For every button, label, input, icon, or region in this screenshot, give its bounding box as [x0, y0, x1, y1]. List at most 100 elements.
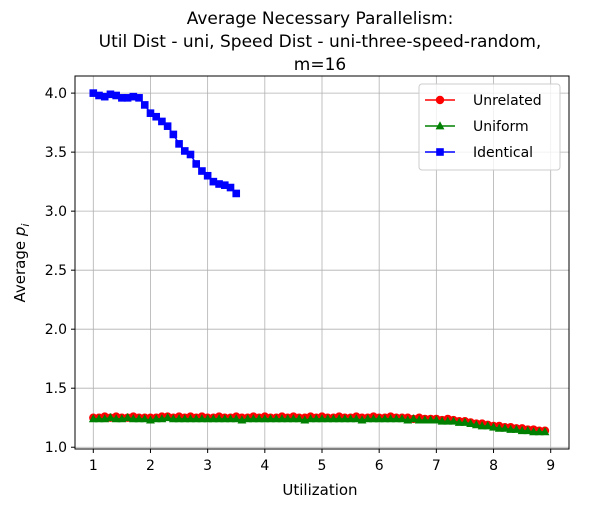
legend-label-unrelated: Unrelated — [473, 93, 542, 109]
data-point-uniform — [197, 414, 207, 423]
data-point-identical — [169, 130, 178, 139]
data-point-uniform — [329, 414, 338, 423]
data-point-uniform — [174, 414, 184, 423]
data-point-uniform — [134, 414, 144, 423]
series-unrelated — [89, 412, 550, 435]
data-point-uniform — [483, 421, 493, 430]
x-tick-label: 9 — [546, 458, 555, 474]
data-point-identical — [203, 171, 212, 180]
data-point-identical — [106, 90, 115, 99]
data-point-uniform — [168, 414, 178, 423]
data-point-uniform — [517, 425, 527, 435]
data-point-uniform — [511, 424, 521, 433]
data-point-uniform — [128, 414, 138, 423]
data-point-identical — [209, 177, 218, 186]
data-point-uniform — [214, 414, 224, 423]
legend-marker-unrelated — [435, 95, 445, 105]
data-point-uniform — [208, 414, 218, 423]
data-point-identical — [232, 189, 241, 198]
data-point-uniform — [380, 414, 390, 423]
y-tick-label: 3.5 — [45, 145, 67, 161]
data-point-uniform — [180, 414, 190, 423]
data-point-uniform — [426, 415, 436, 424]
grid-lines — [75, 76, 569, 449]
data-point-identical — [129, 92, 138, 101]
data-point-uniform — [500, 423, 510, 432]
y-axis-label-text: Average — [11, 236, 29, 302]
chart-title-line-2: Util Dist - uni, Speed Dist - uni-three-… — [99, 32, 542, 52]
x-tick-label: 7 — [432, 458, 441, 474]
data-point-uniform — [489, 422, 498, 431]
data-point-uniform — [266, 414, 275, 423]
data-point-uniform — [334, 414, 344, 423]
y-tick-label: 3.0 — [45, 204, 67, 220]
data-point-uniform — [106, 412, 115, 422]
legend-marker-uniform — [435, 121, 445, 130]
data-point-uniform — [94, 414, 104, 423]
legend: Unrelated Uniform Identical — [418, 83, 561, 171]
x-axis-label: Utilization — [282, 481, 357, 499]
data-point-identical — [140, 101, 149, 109]
data-point-identical — [192, 160, 201, 168]
x-tick-label: 3 — [203, 458, 212, 474]
data-point-identical — [89, 89, 98, 97]
data-point-uniform — [243, 414, 253, 423]
series-identical — [89, 89, 241, 198]
data-point-uniform — [351, 414, 361, 423]
data-point-uniform — [248, 414, 258, 423]
data-point-uniform — [191, 414, 201, 423]
data-point-uniform — [386, 414, 396, 423]
data-point-uniform — [186, 414, 195, 423]
data-point-uniform — [454, 417, 464, 426]
data-point-uniform — [391, 414, 401, 423]
data-point-identical — [226, 183, 235, 192]
data-point-uniform — [523, 425, 533, 435]
data-point-uniform — [271, 414, 281, 423]
data-point-uniform — [346, 414, 355, 423]
data-point-identical — [123, 94, 132, 102]
data-point-uniform — [260, 414, 270, 423]
data-point-identical — [118, 94, 126, 102]
chart-title-line-3: m=16 — [294, 55, 346, 75]
legend-frame — [418, 83, 561, 171]
data-point-identical — [175, 140, 183, 148]
data-point-uniform — [374, 414, 384, 423]
x-tick-label: 4 — [260, 458, 269, 474]
data-point-uniform — [111, 414, 121, 423]
legend-label-uniform: Uniform — [473, 119, 529, 135]
data-point-uniform — [460, 417, 470, 426]
data-point-uniform — [409, 414, 418, 423]
data-point-uniform — [231, 414, 241, 423]
data-point-identical — [152, 112, 160, 121]
data-point-identical — [186, 150, 195, 159]
data-point-identical — [180, 147, 189, 155]
chart-title-line-1: Average Necessary Parallelism: — [187, 9, 454, 29]
data-point-uniform — [529, 427, 538, 436]
data-point-uniform — [369, 414, 378, 423]
data-point-uniform — [437, 416, 447, 425]
data-point-identical — [158, 117, 166, 126]
data-point-uniform — [477, 421, 487, 430]
data-point-uniform — [220, 414, 230, 423]
data-point-uniform — [203, 414, 213, 423]
data-point-uniform — [123, 412, 133, 422]
data-point-uniform — [340, 414, 350, 423]
data-point-uniform — [323, 414, 333, 423]
legend-marker-identical — [436, 148, 444, 156]
y-axis-label: Average pi — [11, 224, 32, 303]
data-point-identical — [163, 122, 172, 130]
data-series — [88, 89, 550, 436]
y-tick-label: 2.5 — [45, 263, 67, 279]
data-point-uniform — [317, 414, 327, 423]
legend-label-identical: Identical — [473, 145, 533, 161]
data-point-uniform — [283, 414, 293, 423]
data-point-uniform — [294, 414, 304, 423]
series-uniform — [88, 412, 550, 436]
data-point-uniform — [414, 415, 424, 424]
x-tick-label: 1 — [89, 458, 98, 474]
data-point-uniform — [506, 424, 516, 433]
data-point-uniform — [540, 427, 550, 436]
data-point-identical — [95, 91, 103, 100]
data-point-uniform — [431, 415, 441, 424]
